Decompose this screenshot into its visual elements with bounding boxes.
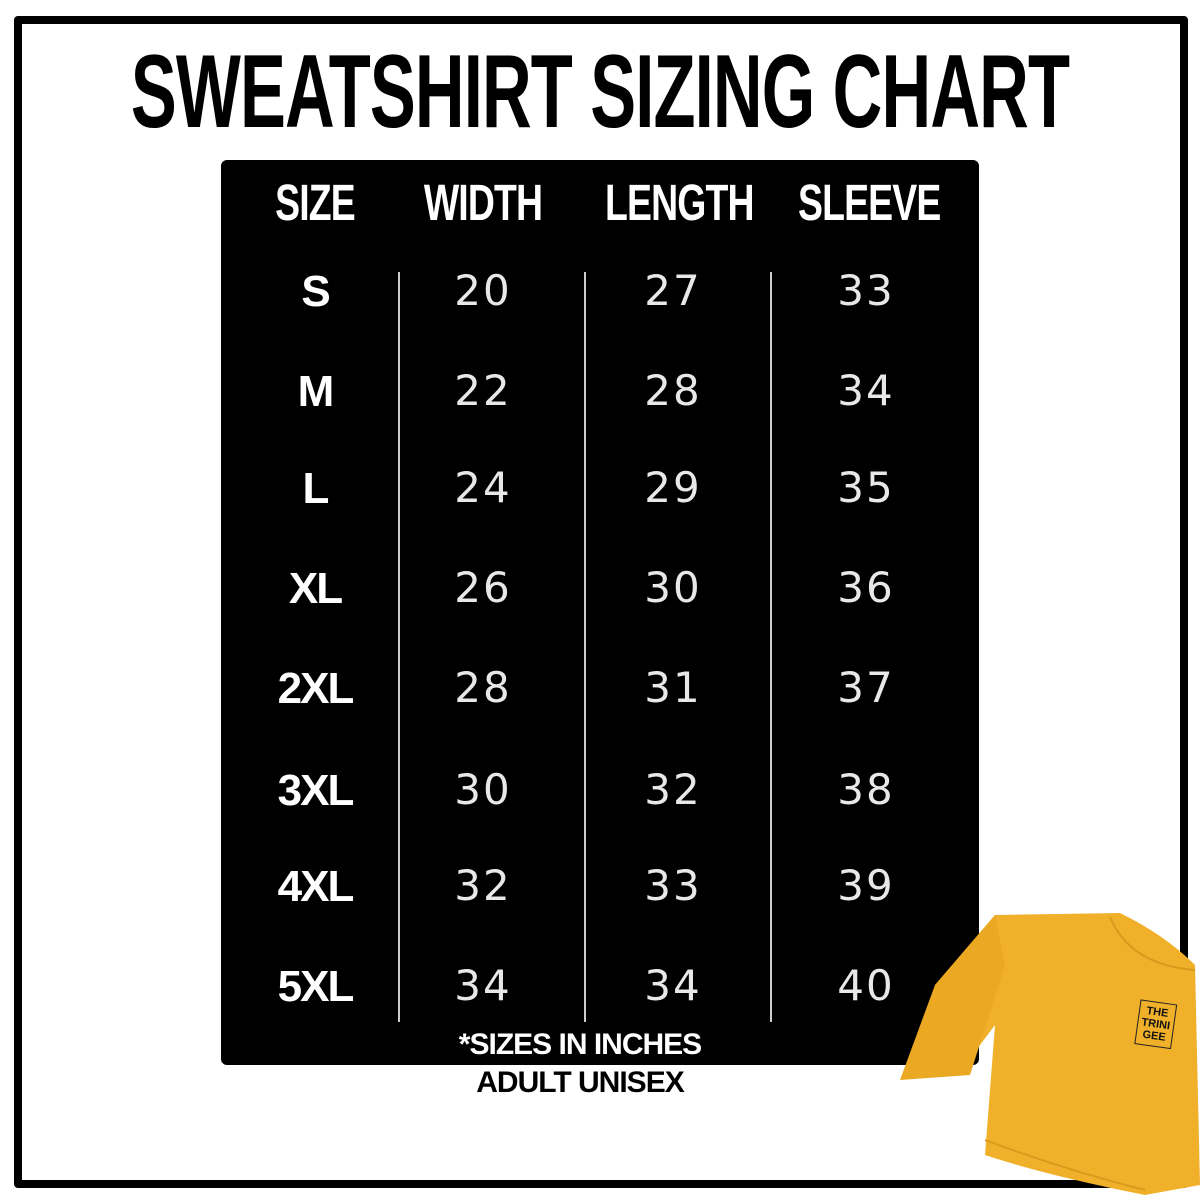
measurement-cell: 34 (454, 961, 512, 1010)
size-table: SIZE WIDTH LENGTH SLEEVE S 20 27 33 M 22 28 34 L 24 29… (221, 160, 979, 1065)
size-label: 4XL (277, 862, 355, 911)
size-label: S (301, 267, 330, 316)
measurement-cell: 31 (644, 663, 702, 712)
outer-border (14, 16, 1188, 1188)
column-header: WIDTH (423, 175, 543, 232)
measurement-cell: 37 (837, 663, 895, 712)
measurement-cell: 38 (837, 765, 895, 814)
measurement-cell: 34 (644, 961, 702, 1010)
measurement-cell: 30 (644, 563, 702, 612)
measurement-cell: 36 (837, 563, 895, 612)
measurement-cell: 26 (454, 563, 512, 612)
measurement-cell: 33 (644, 861, 702, 910)
column-divider (398, 272, 400, 1022)
measurement-cell: 20 (454, 266, 512, 315)
measurement-cell: 32 (454, 861, 512, 910)
column-header: SLEEVE (798, 175, 941, 232)
column-divider (770, 272, 772, 1022)
measurement-cell: 35 (837, 463, 895, 512)
measurement-cell: 32 (644, 765, 702, 814)
units-note: *SIZES IN INCHES (458, 1028, 702, 1061)
column-divider (584, 272, 586, 1022)
measurement-cell: 40 (837, 961, 895, 1010)
fit-note: ADULT UNISEX (476, 1066, 684, 1099)
measurement-cell: 24 (454, 463, 512, 512)
measurement-cell: 30 (454, 765, 512, 814)
svg-text:GEE: GEE (1142, 1029, 1167, 1044)
size-label: XL (288, 564, 343, 613)
size-label: 2XL (277, 664, 355, 713)
measurement-cell: 22 (454, 366, 512, 415)
svg-text:TRINI: TRINI (1141, 1016, 1171, 1032)
size-label: 5XL (277, 962, 355, 1011)
measurement-cell: 28 (454, 663, 512, 712)
measurement-cell: 29 (644, 463, 702, 512)
size-label: 3XL (277, 766, 355, 815)
measurement-cell: 39 (837, 861, 895, 910)
measurement-cell: 33 (837, 266, 895, 315)
column-header: SIZE (275, 175, 356, 232)
sweatshirt-image: THE TRINI GEE (900, 913, 1200, 1195)
measurement-cell: 34 (837, 366, 895, 415)
size-label: M (297, 367, 335, 416)
size-label: L (302, 464, 330, 513)
svg-text:THE: THE (1146, 1005, 1169, 1020)
measurement-cell: 27 (644, 266, 702, 315)
measurement-cell: 28 (644, 366, 702, 415)
page-title: SWEATSHIRT SIZING CHART (130, 33, 1070, 150)
brand-logo: THE TRINI GEE (1134, 999, 1178, 1050)
column-header: LENGTH (605, 175, 755, 232)
